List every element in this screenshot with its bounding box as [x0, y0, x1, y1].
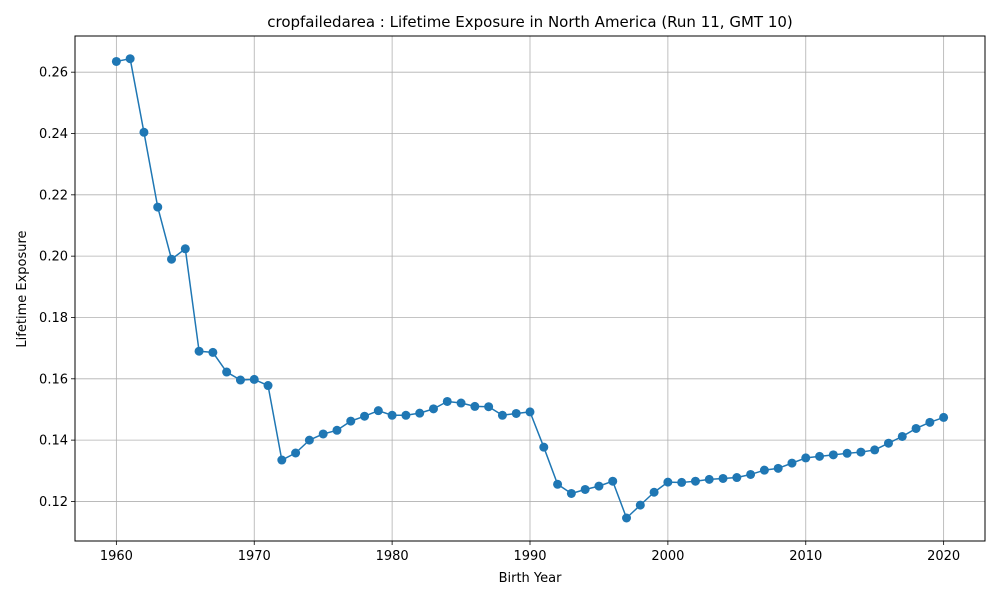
data-point [125, 54, 135, 64]
data-point [428, 404, 438, 414]
data-point [856, 447, 866, 457]
data-point [870, 445, 880, 455]
data-point [939, 412, 949, 422]
x-axis-label: Birth Year [499, 571, 563, 586]
data-point [746, 469, 756, 479]
data-point [373, 406, 383, 416]
data-point [415, 408, 425, 418]
data-point [649, 487, 659, 497]
data-point [635, 500, 645, 510]
y-tick-label: 0.26 [39, 66, 68, 81]
data-point [332, 425, 342, 435]
data-point [277, 455, 287, 465]
data-point [484, 402, 494, 412]
data-point [194, 346, 204, 356]
chart-title: cropfailedarea : Lifetime Exposure in No… [267, 13, 793, 31]
data-point [153, 202, 163, 212]
data-point [580, 484, 590, 494]
data-point [553, 479, 563, 489]
x-tick-label: 1990 [513, 549, 546, 564]
data-point [911, 423, 921, 433]
data-point [208, 347, 218, 357]
data-point [263, 381, 273, 391]
data-point [249, 374, 259, 384]
data-point [842, 448, 852, 458]
data-point [442, 396, 452, 406]
data-point [539, 442, 549, 452]
data-point [815, 451, 825, 461]
data-point [608, 476, 618, 486]
data-point [732, 473, 742, 483]
data-point [897, 431, 907, 441]
data-point [663, 477, 673, 487]
x-tick-label: 2000 [651, 549, 684, 564]
data-point [318, 429, 328, 439]
data-point [346, 416, 356, 426]
y-tick-label: 0.24 [39, 127, 68, 142]
y-axis-label: Lifetime Exposure [15, 230, 30, 347]
data-point [222, 367, 232, 377]
data-point [401, 410, 411, 420]
data-point [787, 458, 797, 468]
data-point [759, 465, 769, 475]
x-axis: 1960 1970 1980 1990 2000 2010 2020 [100, 541, 960, 564]
data-point [235, 375, 245, 385]
data-point [387, 410, 397, 420]
series-layer [111, 54, 949, 523]
data-point [883, 438, 893, 448]
grid [75, 36, 985, 541]
x-tick-label: 1960 [100, 549, 133, 564]
data-point [456, 398, 466, 408]
y-tick-label: 0.12 [39, 495, 68, 510]
y-tick-label: 0.18 [39, 311, 68, 326]
y-tick-label: 0.22 [39, 188, 68, 203]
data-point [925, 417, 935, 427]
data-point [622, 513, 632, 523]
data-point [773, 463, 783, 473]
data-point [180, 244, 190, 254]
data-point [167, 254, 177, 264]
data-point [304, 435, 314, 445]
data-point [594, 481, 604, 491]
data-point [677, 477, 687, 487]
data-point [111, 56, 121, 66]
x-tick-label: 2020 [927, 549, 960, 564]
data-point [360, 411, 370, 421]
data-point [525, 407, 535, 417]
data-point [470, 401, 480, 411]
data-point [511, 408, 521, 418]
data-point [139, 127, 149, 137]
y-tick-label: 0.20 [39, 250, 68, 265]
x-tick-label: 1980 [376, 549, 409, 564]
data-point [801, 453, 811, 463]
x-tick-label: 1970 [238, 549, 271, 564]
y-axis: 0.12 0.14 0.16 0.18 0.20 0.22 0.24 0.26 [39, 66, 75, 510]
data-point [566, 488, 576, 498]
data-point [718, 473, 728, 483]
data-point [291, 448, 301, 458]
x-tick-label: 2010 [789, 549, 822, 564]
data-point [497, 410, 507, 420]
data-point [690, 476, 700, 486]
y-tick-label: 0.16 [39, 372, 68, 387]
y-tick-label: 0.14 [39, 434, 68, 449]
data-point [704, 474, 714, 484]
data-point [828, 450, 838, 460]
